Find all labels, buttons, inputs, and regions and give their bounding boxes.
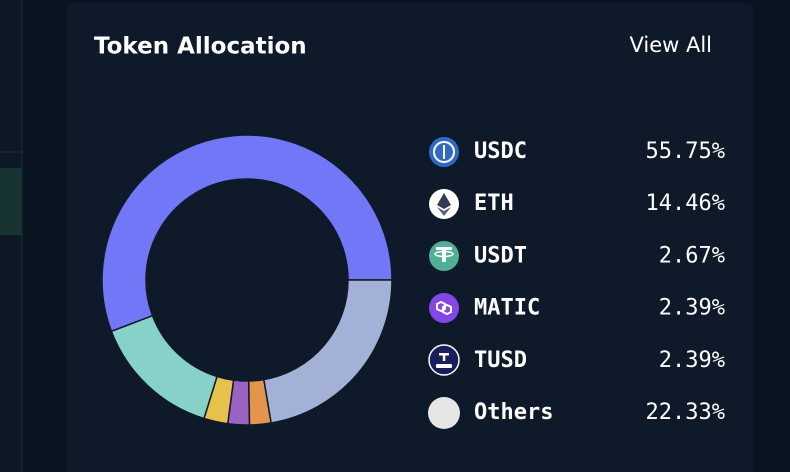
legend-percentage: 2.67% bbox=[659, 243, 725, 268]
others-icon bbox=[428, 397, 460, 429]
legend-percentage: 14.46% bbox=[646, 191, 725, 216]
legend-token-name: MATIC bbox=[474, 296, 540, 321]
view-all-link[interactable]: View All bbox=[629, 33, 712, 57]
card bbox=[67, 3, 753, 472]
legend-token-name: USDC bbox=[474, 139, 527, 164]
usdt-icon bbox=[429, 241, 459, 271]
legend-percentage: 2.39% bbox=[659, 348, 725, 373]
matic-icon bbox=[429, 293, 459, 323]
usdc-icon bbox=[429, 137, 459, 167]
donut-chart bbox=[101, 134, 393, 426]
side-panel bbox=[0, 0, 22, 472]
card-title: Token Allocation bbox=[94, 34, 307, 60]
legend-token-name: ETH bbox=[474, 191, 514, 216]
donut-segment bbox=[262, 279, 393, 424]
side-active-item bbox=[0, 168, 22, 235]
token-icons bbox=[428, 137, 460, 429]
tusd-icon bbox=[428, 344, 460, 376]
legend-percentage: 2.39% bbox=[659, 296, 725, 321]
legend: USDC 55.75% ETH 14.46% USDT 2.67% MATIC 2.39% TU… bbox=[474, 139, 725, 425]
eth-icon bbox=[429, 189, 459, 219]
legend-token-name: Others bbox=[474, 400, 553, 425]
legend-token-name: TUSD bbox=[474, 348, 527, 373]
legend-percentage: 22.33% bbox=[646, 400, 725, 425]
legend-token-name: USDT bbox=[474, 243, 527, 268]
legend-percentage: 55.75% bbox=[646, 139, 725, 164]
donut-segment bbox=[101, 134, 393, 333]
